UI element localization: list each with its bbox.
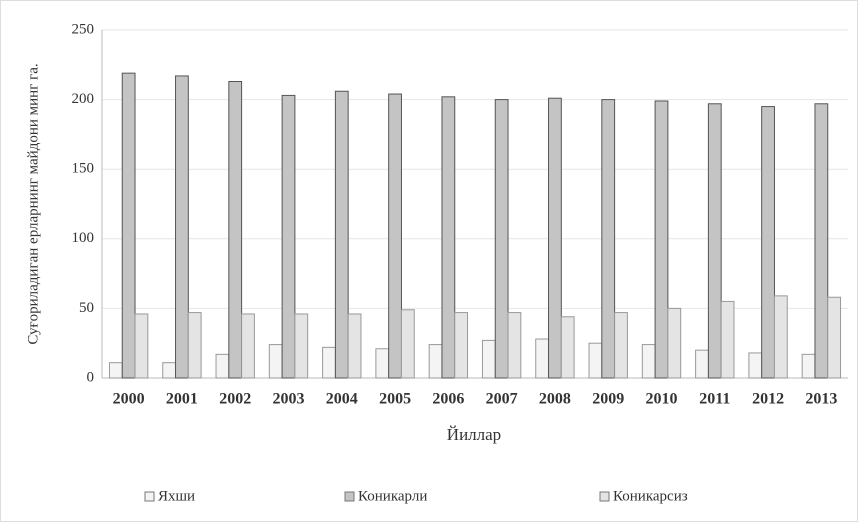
- bar: [454, 312, 469, 379]
- bar: [215, 353, 230, 379]
- bar: [494, 99, 509, 379]
- x-tick-label: 2010: [646, 391, 678, 408]
- y-tick-label: 50: [79, 300, 94, 316]
- bar: [281, 94, 296, 379]
- bar: [641, 344, 656, 379]
- x-tick-label: 2009: [592, 391, 624, 408]
- legend-label: Коникарсиз: [613, 488, 688, 504]
- x-tick-label: 2005: [379, 391, 411, 408]
- bar: [507, 312, 522, 379]
- bar: [588, 342, 603, 379]
- x-tick-label: 2002: [219, 391, 251, 408]
- bar: [428, 344, 443, 379]
- bar: [548, 97, 562, 379]
- x-tick-label: 2001: [166, 391, 198, 408]
- legend-swatch: [599, 491, 610, 502]
- bar: [801, 353, 816, 379]
- bar: [667, 307, 682, 379]
- bar: [241, 313, 255, 379]
- x-tick-label: 2013: [805, 391, 837, 408]
- bar: [560, 316, 575, 379]
- bar: [134, 313, 149, 379]
- x-tick-label: 2012: [752, 391, 784, 408]
- bar: [654, 100, 669, 379]
- bar: [773, 295, 788, 379]
- x-tick-label: 2003: [273, 391, 305, 408]
- bar: [375, 348, 390, 379]
- bar: [441, 96, 456, 379]
- bar: [228, 81, 243, 379]
- legend-swatch: [144, 491, 155, 502]
- bar: [720, 300, 735, 379]
- bar: [347, 313, 362, 379]
- x-tick-label: 2006: [432, 391, 464, 408]
- y-tick-label: 0: [87, 369, 95, 385]
- bar: [827, 296, 842, 379]
- x-tick-label: 2000: [113, 391, 145, 408]
- y-axis-label: Суғориладиган ерларнинг майдони минг га.: [25, 63, 41, 344]
- bar: [108, 362, 123, 379]
- bar: [695, 349, 709, 379]
- y-tick-label: 150: [72, 161, 95, 177]
- legend-swatch: [344, 491, 355, 502]
- bar: [400, 309, 415, 379]
- x-axis-label: Йиллар: [447, 425, 501, 444]
- bar: [761, 106, 775, 379]
- bar: [294, 313, 309, 379]
- legend-label: Коникарли: [358, 488, 427, 504]
- y-tick-label: 100: [72, 230, 95, 246]
- bar: [535, 338, 550, 379]
- y-tick-label: 250: [72, 21, 95, 37]
- bar: [748, 352, 763, 379]
- bar: [187, 312, 202, 379]
- bar: [175, 75, 189, 379]
- bar: [707, 103, 722, 379]
- legend-label: Яхши: [158, 488, 195, 504]
- bar: [481, 339, 496, 379]
- bar: [601, 99, 616, 379]
- bar: [268, 344, 283, 379]
- bar: [614, 312, 628, 379]
- bar: [322, 346, 336, 379]
- bar: [162, 362, 177, 379]
- y-tick-label: 200: [72, 91, 95, 107]
- bar: [334, 90, 349, 379]
- x-tick-label: 2004: [326, 391, 358, 408]
- x-tick-label: 2011: [699, 391, 730, 408]
- x-tick-label: 2007: [486, 391, 518, 408]
- bar: [388, 93, 402, 379]
- bar: [121, 72, 136, 379]
- bar: [814, 103, 829, 379]
- x-tick-label: 2008: [539, 391, 571, 408]
